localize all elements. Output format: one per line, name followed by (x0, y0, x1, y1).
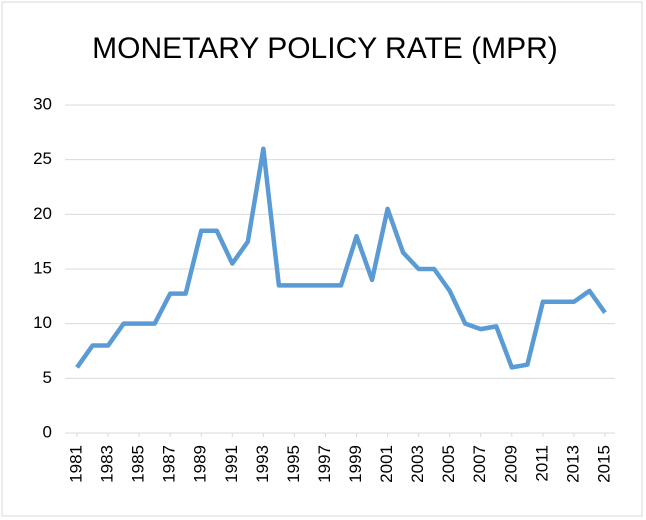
y-tick-label: 20 (33, 204, 52, 223)
x-tick-label: 1989 (191, 445, 210, 483)
x-tick-label: 1981 (66, 445, 85, 483)
x-tick-label: 1991 (222, 445, 241, 483)
x-tick-label: 2003 (408, 445, 427, 483)
x-tick-label: 1993 (253, 445, 272, 483)
chart-title: MONETARY POLICY RATE (MPR) (92, 32, 558, 65)
y-tick-label: 10 (33, 313, 52, 332)
x-tick-label: 1987 (160, 445, 179, 483)
data-line (75, 146, 607, 370)
x-tick-label: 1995 (284, 445, 303, 483)
y-tick-label: 30 (33, 94, 52, 113)
x-tick-label: 1999 (346, 445, 365, 483)
x-tick-label: 1997 (315, 445, 334, 483)
x-tick-label: 2015 (594, 445, 613, 483)
y-tick-label: 15 (33, 258, 52, 277)
x-tick-label: 2009 (501, 445, 520, 483)
x-tick-label: 2001 (377, 445, 396, 483)
y-tick-label: 5 (43, 368, 52, 387)
x-tick-label: 2005 (439, 445, 458, 483)
x-tick-label: 2013 (563, 445, 582, 483)
x-tick-label: 1983 (98, 445, 117, 483)
y-tick-label: 25 (33, 149, 52, 168)
x-tick-label: 1985 (129, 445, 148, 483)
x-tick-label: 2011 (532, 445, 551, 482)
y-tick-label: 0 (43, 422, 52, 441)
x-tick-label: 2007 (470, 445, 489, 483)
